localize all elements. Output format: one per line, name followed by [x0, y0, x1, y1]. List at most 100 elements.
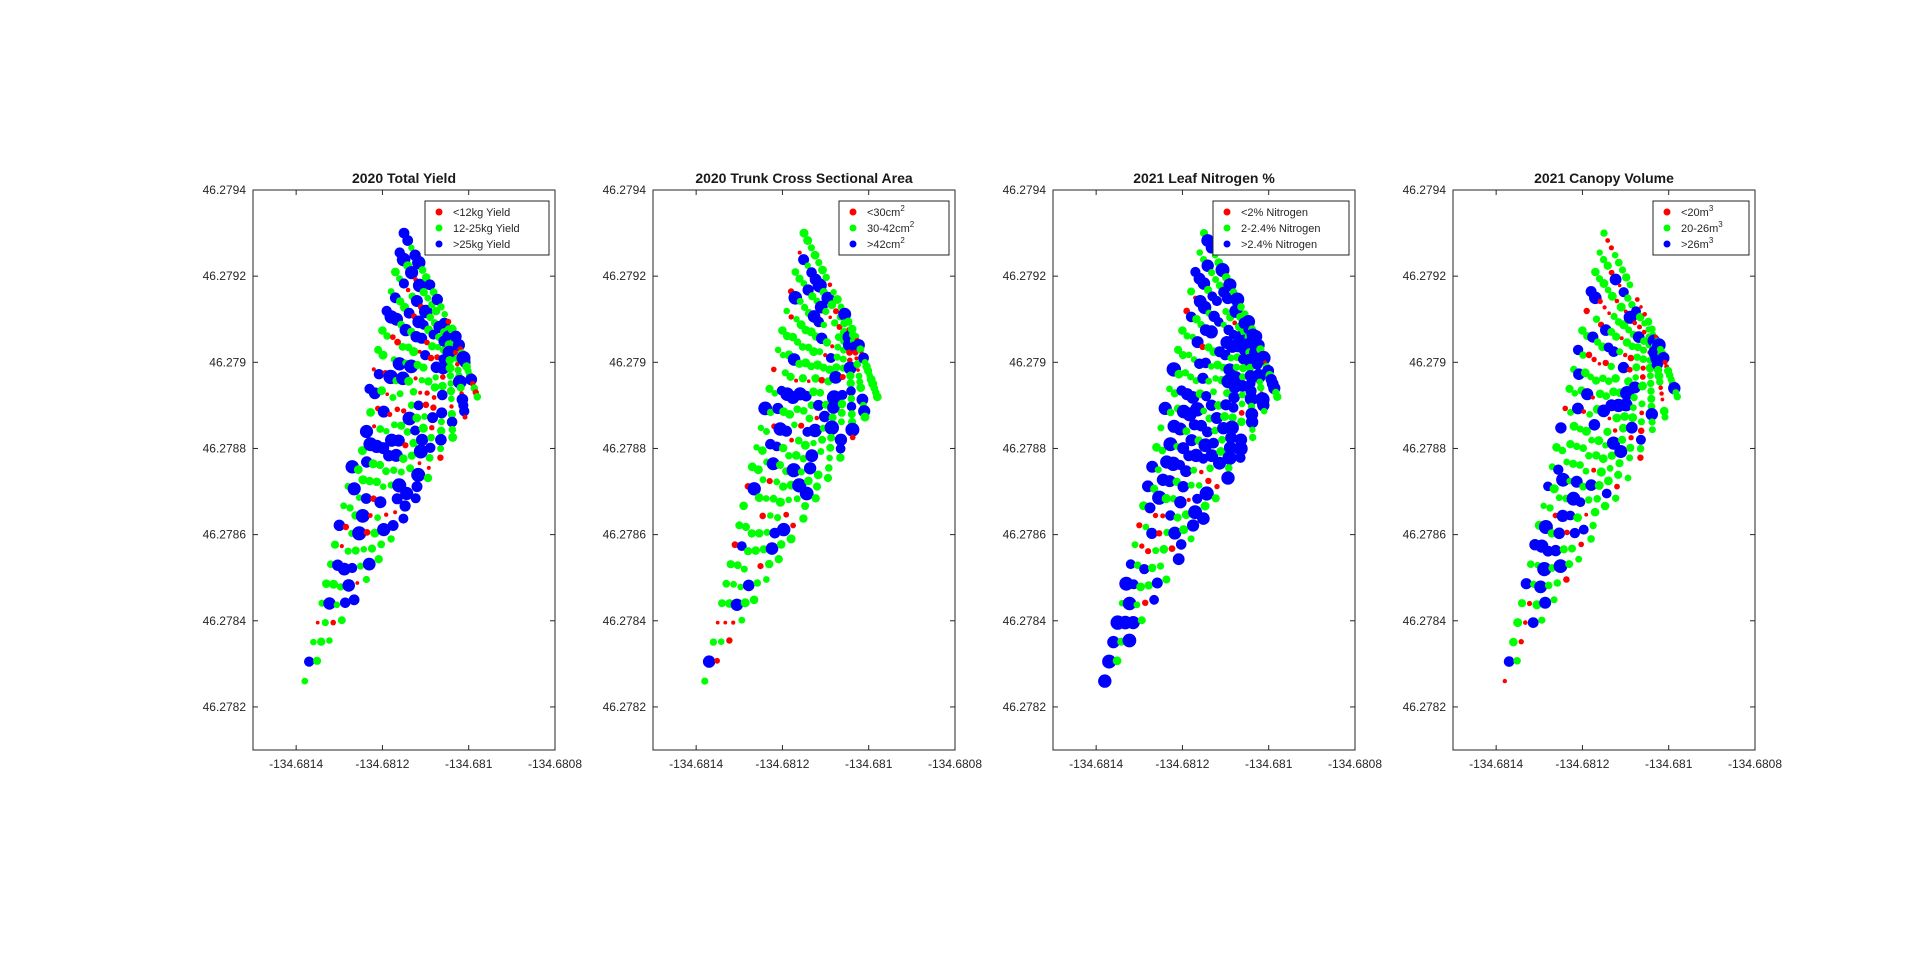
data-point	[1160, 513, 1166, 519]
y-tick-label: 46.2784	[203, 614, 247, 628]
data-point	[1575, 555, 1583, 563]
data-point	[342, 523, 350, 531]
data-point	[1503, 656, 1515, 667]
data-point	[1205, 477, 1212, 485]
y-tick-label: 46.2792	[1003, 269, 1047, 283]
data-point	[849, 434, 856, 441]
data-point	[714, 657, 720, 664]
data-point	[1632, 363, 1641, 372]
data-point	[834, 333, 843, 341]
data-point	[1236, 380, 1249, 392]
data-point	[742, 579, 755, 592]
data-point	[1165, 510, 1176, 521]
data-point	[1136, 582, 1145, 592]
data-point	[1210, 388, 1217, 396]
data-point	[1579, 482, 1588, 491]
data-point	[1599, 279, 1609, 288]
data-point	[1580, 368, 1590, 378]
data-point	[763, 528, 771, 536]
data-point	[815, 259, 823, 267]
data-point	[358, 475, 368, 485]
data-point	[825, 365, 834, 375]
data-point	[304, 656, 315, 667]
data-point	[442, 345, 457, 360]
data-point	[333, 601, 341, 609]
data-point	[1211, 295, 1222, 307]
data-point	[1639, 355, 1648, 363]
data-point	[818, 435, 827, 444]
data-point	[1563, 458, 1571, 466]
data-point	[1565, 560, 1574, 569]
data-point	[398, 513, 409, 524]
data-point	[1614, 470, 1623, 479]
data-point	[1597, 298, 1603, 305]
data-point	[791, 268, 800, 276]
data-point	[1190, 466, 1198, 474]
x-tick-label: -134.6814	[1069, 757, 1123, 771]
data-point	[1608, 346, 1620, 357]
data-point	[1673, 393, 1682, 401]
data-point	[1602, 359, 1609, 367]
data-point	[846, 379, 855, 388]
data-point	[437, 389, 448, 401]
data-point	[1624, 474, 1632, 482]
data-point	[822, 338, 832, 347]
data-point	[1098, 674, 1112, 688]
data-point	[1199, 343, 1206, 351]
data-point	[1142, 523, 1150, 531]
data-point	[817, 448, 825, 455]
data-point	[776, 461, 784, 469]
data-point	[1148, 563, 1157, 573]
x-tick-label: -134.6814	[669, 757, 723, 771]
data-point	[1235, 452, 1246, 463]
data-point	[786, 372, 795, 381]
legend-box	[838, 200, 950, 256]
data-point	[1174, 496, 1187, 509]
x-tick-label: -134.6814	[269, 757, 323, 771]
data-point	[317, 637, 326, 646]
data-point	[796, 297, 804, 305]
data-point	[424, 377, 433, 386]
data-point	[1612, 332, 1621, 341]
data-point	[801, 303, 809, 311]
data-point	[1599, 374, 1607, 383]
legend-marker	[1223, 208, 1231, 216]
data-point	[430, 404, 437, 411]
data-point	[1168, 526, 1182, 540]
data-point	[818, 265, 827, 275]
data-point	[340, 502, 347, 510]
data-point	[1599, 255, 1608, 264]
data-point	[1539, 596, 1552, 609]
data-point	[437, 303, 445, 311]
y-tick-label: 46.2792	[203, 269, 247, 283]
data-point	[1187, 519, 1200, 532]
data-point	[1619, 336, 1624, 341]
data-point	[379, 483, 387, 491]
data-point	[1177, 481, 1189, 493]
data-point	[837, 399, 847, 409]
data-point	[440, 374, 446, 380]
data-point	[382, 467, 390, 476]
data-point	[1647, 372, 1654, 380]
data-point	[1208, 437, 1219, 449]
y-tick-label: 46.2786	[603, 528, 647, 542]
data-point	[374, 496, 387, 509]
legend-label: 2-2.4% Nitrogen	[1241, 223, 1321, 235]
data-point	[1112, 656, 1122, 666]
data-point	[355, 581, 360, 585]
data-point	[828, 413, 837, 422]
data-point	[744, 547, 753, 556]
data-point	[788, 314, 794, 320]
data-point	[372, 424, 377, 429]
data-point	[1612, 428, 1618, 433]
data-point	[856, 368, 860, 372]
data-point	[797, 468, 805, 476]
data-point	[366, 408, 375, 417]
data-point	[1228, 402, 1239, 413]
data-point	[793, 405, 802, 414]
data-point	[1603, 261, 1612, 270]
data-point	[1197, 512, 1210, 525]
data-point	[1202, 426, 1213, 438]
data-point	[1638, 381, 1647, 391]
data-point	[1558, 446, 1567, 455]
